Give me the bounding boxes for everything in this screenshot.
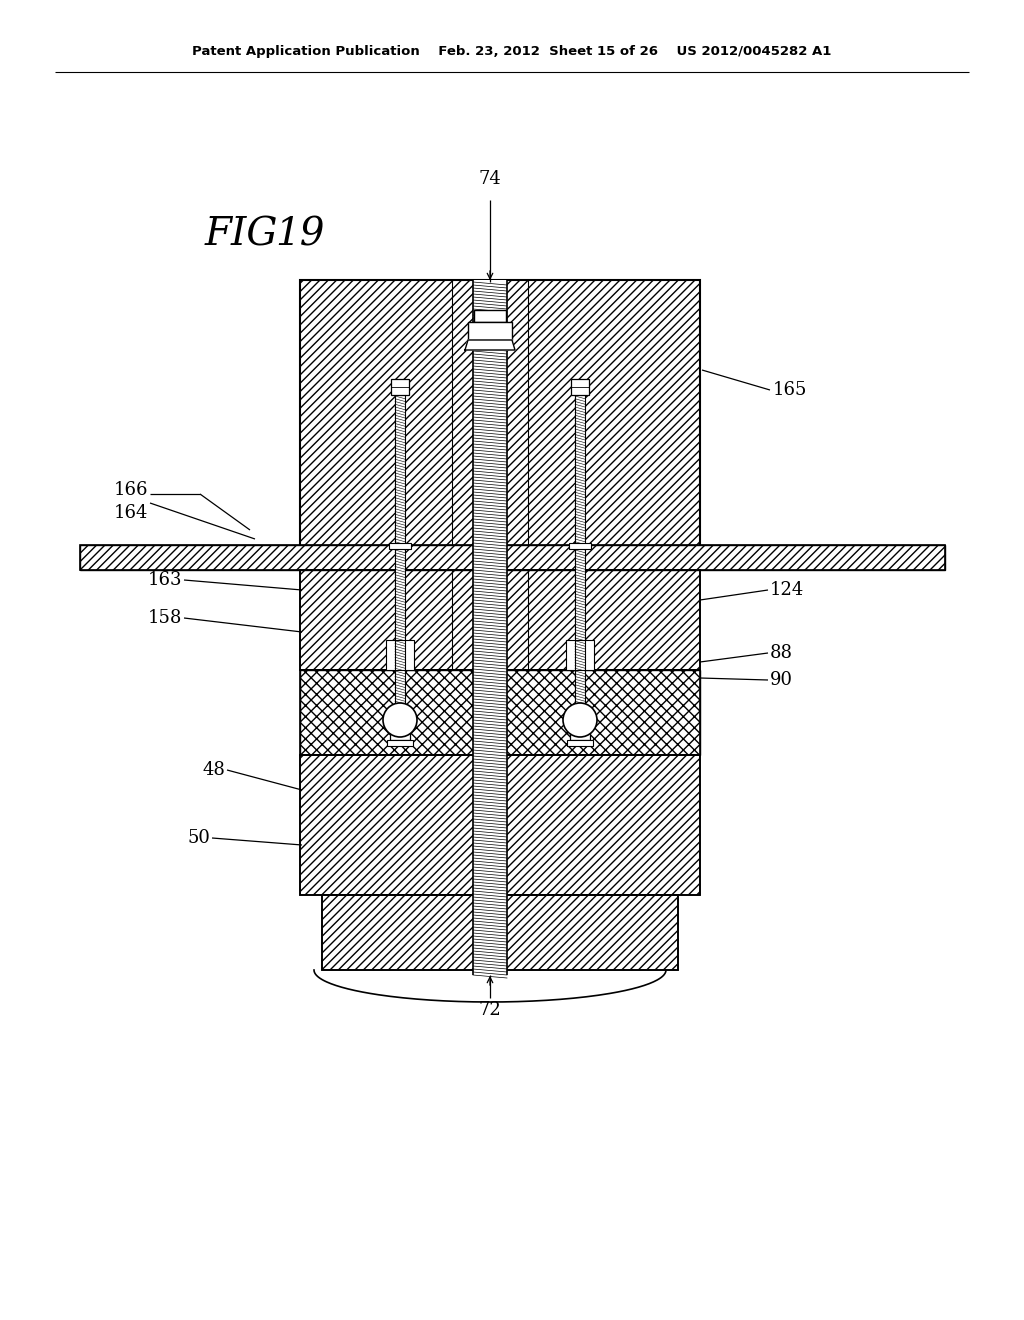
Text: 163: 163 (147, 572, 182, 589)
Bar (300, 671, 700, 755)
Text: 72: 72 (478, 1001, 502, 1019)
Bar (468, 322, 512, 341)
Bar (570, 718, 590, 741)
Bar (386, 640, 414, 671)
Bar (474, 310, 506, 322)
Text: 164: 164 (114, 504, 148, 521)
Text: 90: 90 (770, 671, 793, 689)
Bar (80, 545, 945, 570)
Bar (300, 671, 700, 755)
Circle shape (383, 704, 417, 737)
Bar (300, 570, 700, 671)
Text: FIG: FIG (205, 216, 279, 253)
Bar (300, 755, 700, 895)
Bar (300, 280, 700, 550)
Text: 158: 158 (147, 609, 182, 627)
Polygon shape (465, 341, 515, 350)
Text: 50: 50 (187, 829, 210, 847)
Bar (575, 395, 585, 741)
Bar (300, 570, 700, 671)
Bar (300, 280, 700, 550)
Text: 124: 124 (770, 581, 804, 599)
Bar (473, 280, 507, 975)
Bar (322, 895, 678, 970)
Text: 166: 166 (114, 480, 148, 499)
Bar (571, 379, 589, 395)
Circle shape (563, 704, 597, 737)
Bar (300, 755, 700, 895)
Bar (395, 395, 406, 741)
Bar (569, 543, 591, 549)
Text: 74: 74 (478, 170, 502, 187)
Text: 48: 48 (202, 762, 225, 779)
Bar (80, 545, 945, 570)
Bar (389, 543, 411, 549)
Text: Patent Application Publication    Feb. 23, 2012  Sheet 15 of 26    US 2012/00452: Patent Application Publication Feb. 23, … (193, 45, 831, 58)
Bar (390, 718, 410, 741)
Bar (387, 741, 413, 746)
Bar (567, 741, 593, 746)
Bar (322, 895, 678, 970)
Text: 19: 19 (275, 216, 325, 253)
Text: 165: 165 (773, 381, 807, 399)
Bar (391, 379, 409, 395)
Text: 88: 88 (770, 644, 793, 663)
Bar (566, 640, 594, 671)
